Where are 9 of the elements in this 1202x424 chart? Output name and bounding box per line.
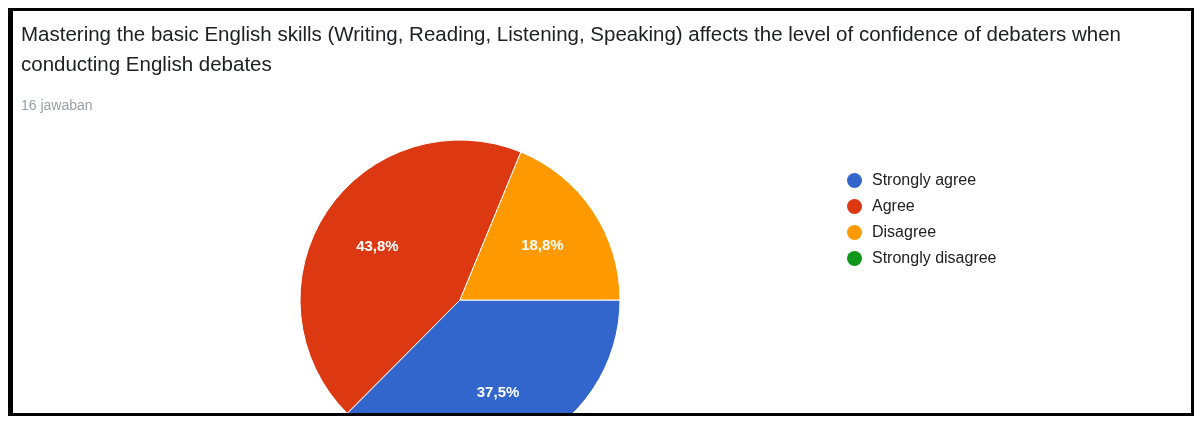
- data-label: 43,8%: [356, 236, 399, 254]
- legend-label: Agree: [872, 197, 915, 215]
- data-label: 37,5%: [476, 383, 520, 401]
- legend-label: Disagree: [872, 223, 937, 241]
- text: 16 jawaban: [21, 97, 93, 113]
- legend-label: Strongly disagree: [872, 249, 997, 267]
- chart-title: Mastering the basic English skills (Writing, Reading, Listening, Speaking) affects the level of confidence of debaters when conducting English debates: [21, 21, 1122, 77]
- data-label: 18,8%: [521, 236, 564, 254]
- legend-label: Strongly agree: [872, 171, 977, 189]
